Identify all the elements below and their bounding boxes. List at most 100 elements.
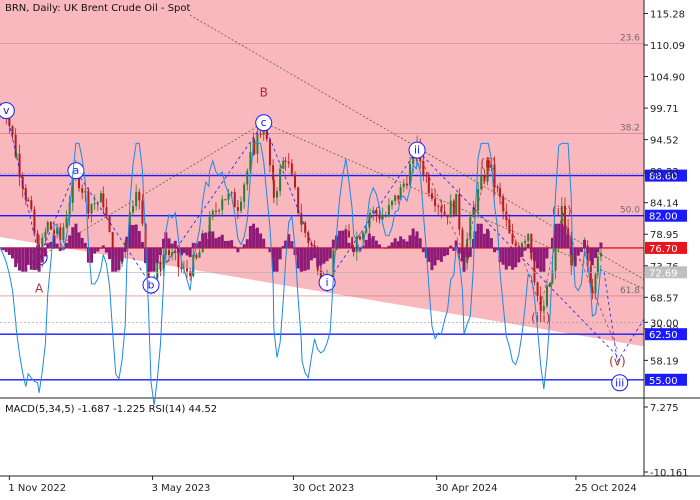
candle-body	[375, 209, 378, 215]
wave-circle	[255, 114, 273, 132]
histogram-bar	[486, 230, 490, 248]
histogram-bar	[272, 247, 276, 272]
candle-body	[300, 213, 303, 225]
histogram-bar	[331, 239, 335, 248]
candle-body	[455, 193, 458, 215]
candle-body	[272, 179, 275, 198]
histogram-bar	[123, 247, 127, 252]
candle-body	[539, 295, 542, 312]
candle-body	[174, 251, 177, 253]
candle-body	[105, 207, 108, 217]
candle-body	[227, 193, 230, 200]
wave-circle	[611, 374, 629, 392]
level-box-label: 88.60	[649, 172, 678, 183]
histogram-bar	[162, 238, 166, 248]
price-tick-label: 115.28	[650, 9, 685, 20]
histogram-bar	[454, 240, 458, 248]
histogram-bar	[83, 242, 87, 248]
candle-body	[551, 270, 554, 283]
histogram-bar	[101, 245, 105, 248]
candle-body	[46, 221, 49, 232]
price-tick-label: 110.09	[650, 41, 685, 52]
histogram-bar	[415, 231, 419, 248]
candle-body	[591, 286, 594, 293]
histogram-bar	[99, 247, 103, 249]
histogram-bar	[396, 241, 400, 248]
candle-body	[87, 190, 90, 214]
histogram-bar	[319, 247, 323, 266]
histogram-bar	[532, 247, 536, 261]
price-tick-label: 58.19	[650, 356, 679, 367]
candle-body	[44, 231, 47, 238]
current-price-label: 72.69	[649, 268, 678, 279]
timeframe-label: Daily:	[32, 3, 61, 14]
histogram-bar	[268, 247, 272, 253]
wave-label: c	[261, 116, 267, 129]
histogram-bar	[201, 233, 205, 248]
histogram-bar	[117, 247, 121, 270]
histogram-bar	[248, 225, 252, 248]
candle-body	[437, 205, 440, 207]
candle-body	[30, 200, 33, 210]
candle-body	[18, 153, 21, 177]
candle-body	[469, 216, 472, 240]
histogram-bar	[37, 247, 41, 272]
histogram-bar	[80, 237, 84, 248]
candle-body	[65, 217, 68, 228]
candle-body	[221, 199, 224, 211]
price-tick-label: 78.95	[650, 230, 679, 241]
histogram-bar	[167, 238, 171, 248]
price-tick-label: 99.71	[650, 104, 679, 115]
price-tick-label: 94.52	[650, 136, 679, 147]
histogram-bar	[476, 223, 480, 248]
fib-label: 23.6	[620, 34, 640, 44]
wave-label: A	[35, 282, 44, 296]
candle-body	[265, 129, 268, 140]
candle-body	[272, 165, 275, 180]
candle-body	[483, 175, 486, 182]
wave-circle	[0, 102, 15, 120]
candle-body	[472, 207, 475, 217]
histogram-bar	[596, 247, 600, 253]
candles	[0, 102, 602, 316]
candle-body	[276, 191, 279, 198]
candle-body	[571, 251, 574, 266]
histogram-bar	[452, 247, 456, 251]
histogram-bar	[570, 247, 574, 255]
histogram-bar	[504, 247, 508, 270]
histogram-bar	[137, 231, 141, 248]
histogram-bar	[149, 247, 153, 272]
histogram-bar	[560, 223, 564, 248]
candle-body	[135, 191, 138, 207]
histogram-bar	[554, 223, 558, 248]
histogram-bar	[147, 247, 151, 272]
histogram-bar	[468, 247, 472, 257]
histogram-bar	[473, 231, 477, 248]
candle-body	[487, 160, 490, 169]
histogram-bar	[152, 247, 156, 272]
histogram-bar	[223, 240, 227, 248]
histogram-bar	[493, 247, 497, 253]
histogram-bar	[347, 242, 351, 248]
histogram-bar	[18, 247, 22, 271]
fib-label: 50.0	[620, 206, 640, 216]
candle-body	[233, 192, 236, 208]
candle-body	[262, 129, 265, 135]
histogram-bar	[536, 247, 540, 269]
histogram-bar	[49, 241, 53, 248]
histogram-bar	[529, 247, 533, 253]
histogram-bar	[155, 247, 159, 263]
histogram-bar	[309, 247, 313, 261]
histogram-bar	[214, 238, 218, 248]
indicator-tick-label: 7.275	[650, 403, 679, 414]
price-tick-label: 84.14	[650, 199, 679, 210]
histogram-bar	[387, 245, 391, 248]
histogram-bar	[204, 232, 208, 248]
candle-body	[461, 229, 464, 253]
histogram-bar	[71, 227, 75, 248]
histogram-bar	[128, 224, 132, 248]
histogram-bar	[26, 247, 30, 265]
histogram-bar	[303, 247, 307, 271]
